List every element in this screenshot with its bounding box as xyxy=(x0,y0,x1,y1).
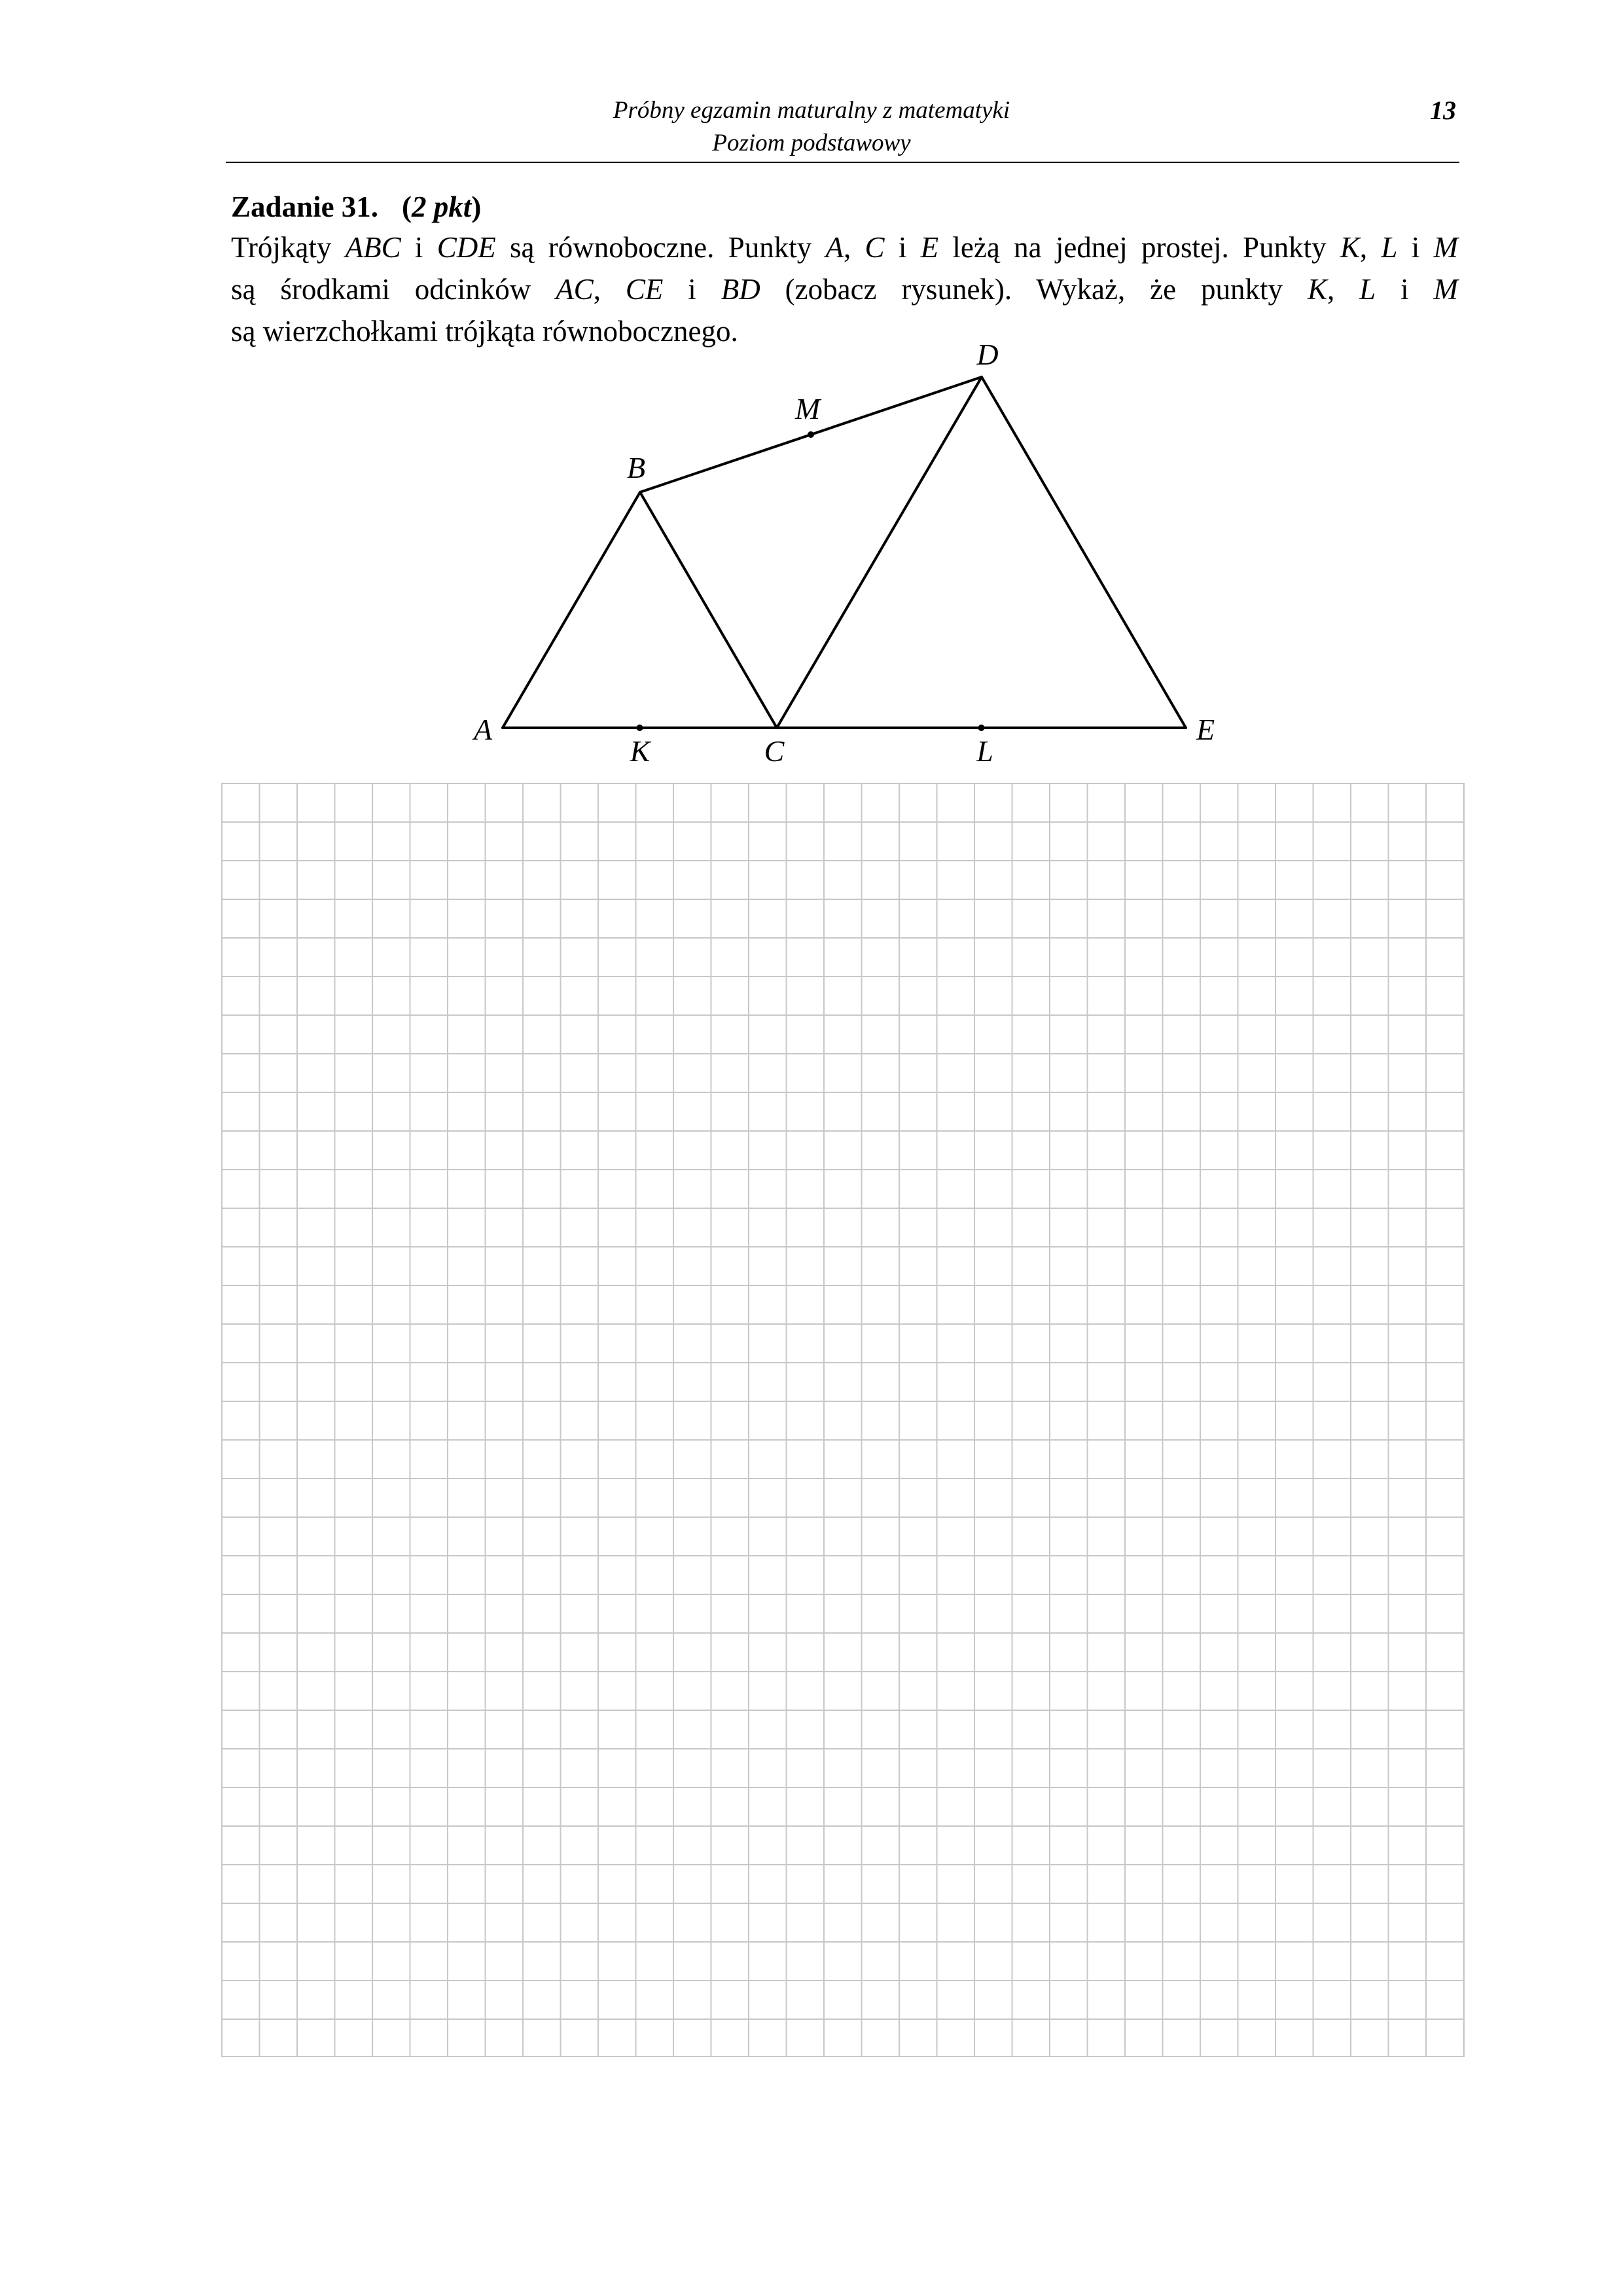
geometry-figure: A B C D E K L M xyxy=(472,338,1215,768)
point-label-E: E xyxy=(1196,713,1215,746)
text-run: , xyxy=(844,231,865,264)
answer-grid[interactable] xyxy=(221,783,1465,2057)
text-run: , xyxy=(593,273,626,306)
text-run: i xyxy=(884,231,921,264)
midpoint-M xyxy=(808,431,814,438)
segment-AB xyxy=(501,491,641,729)
point-label-C: C xyxy=(764,734,785,768)
math-symbol: L xyxy=(1381,231,1398,264)
text-run: są środkami odcinków xyxy=(231,273,556,306)
figure-labels: A B C D E K L M xyxy=(472,338,1215,768)
task-points: (2 pkt) xyxy=(402,190,481,223)
text-run: są wierzchołkami trójkąta równobocznego. xyxy=(231,315,738,348)
math-symbol: E xyxy=(920,231,939,264)
text-run: Trójkąty xyxy=(231,231,346,264)
segment-BC xyxy=(639,491,778,729)
text-run: , xyxy=(1359,231,1382,264)
header-title: Próbny egzamin maturalny z matematyki xyxy=(613,97,1010,124)
points-value: 2 pkt xyxy=(412,190,472,223)
task-heading: Zadanie 31. (2 pkt) xyxy=(231,188,481,225)
math-symbol: CDE xyxy=(437,231,496,264)
text-run: są równoboczne. Punkty xyxy=(495,231,826,264)
point-label-M: M xyxy=(794,392,822,425)
text-run: leżą na jednej prostej. Punkty xyxy=(938,231,1340,264)
points-open: ( xyxy=(402,190,412,223)
task-line-2: są środkami odcinków AC, CE i BD (zobacz… xyxy=(231,268,1458,310)
text-run: (zobacz rysunek). Wykaż, że punkty xyxy=(760,273,1308,306)
point-label-K: K xyxy=(630,734,652,768)
task-statement: Trójkąty ABC i CDE są równoboczne. Punkt… xyxy=(231,226,1458,352)
math-symbol: A xyxy=(825,231,844,264)
page-number: 13 xyxy=(1430,96,1456,125)
point-label-A: A xyxy=(472,713,493,746)
math-symbol: M xyxy=(1433,273,1459,306)
math-symbol: AC xyxy=(556,273,594,306)
text-run: i xyxy=(401,231,437,264)
text-run: i xyxy=(1376,273,1434,306)
text-run: i xyxy=(663,273,721,306)
task-line-3: są wierzchołkami trójkąta równobocznego. xyxy=(231,310,1458,352)
math-symbol: C xyxy=(865,231,885,264)
point-label-L: L xyxy=(976,734,993,768)
math-symbol: BD xyxy=(721,273,760,306)
header-rule xyxy=(226,162,1459,163)
midpoint-K xyxy=(636,725,643,731)
figure-midpoints xyxy=(636,431,985,731)
task-line-1: Trójkąty ABC i CDE są równoboczne. Punkt… xyxy=(231,226,1458,268)
math-symbol: M xyxy=(1433,231,1459,264)
figure-segments xyxy=(501,376,1187,729)
segment-DE xyxy=(980,376,1187,729)
header-subtitle: Poziom podstawowy xyxy=(712,130,911,156)
segment-CD xyxy=(776,376,983,729)
points-close: ) xyxy=(471,190,482,223)
math-symbol: L xyxy=(1359,273,1376,306)
task-label: Zadanie 31. xyxy=(231,190,379,223)
math-symbol: CE xyxy=(625,273,664,306)
text-run: , xyxy=(1327,273,1360,306)
point-label-B: B xyxy=(627,451,645,484)
text-run: i xyxy=(1397,231,1434,264)
midpoint-L xyxy=(978,725,985,731)
math-symbol: ABC xyxy=(345,231,401,264)
math-symbol: K xyxy=(1307,273,1327,306)
point-label-D: D xyxy=(976,338,998,371)
math-symbol: K xyxy=(1340,231,1360,264)
